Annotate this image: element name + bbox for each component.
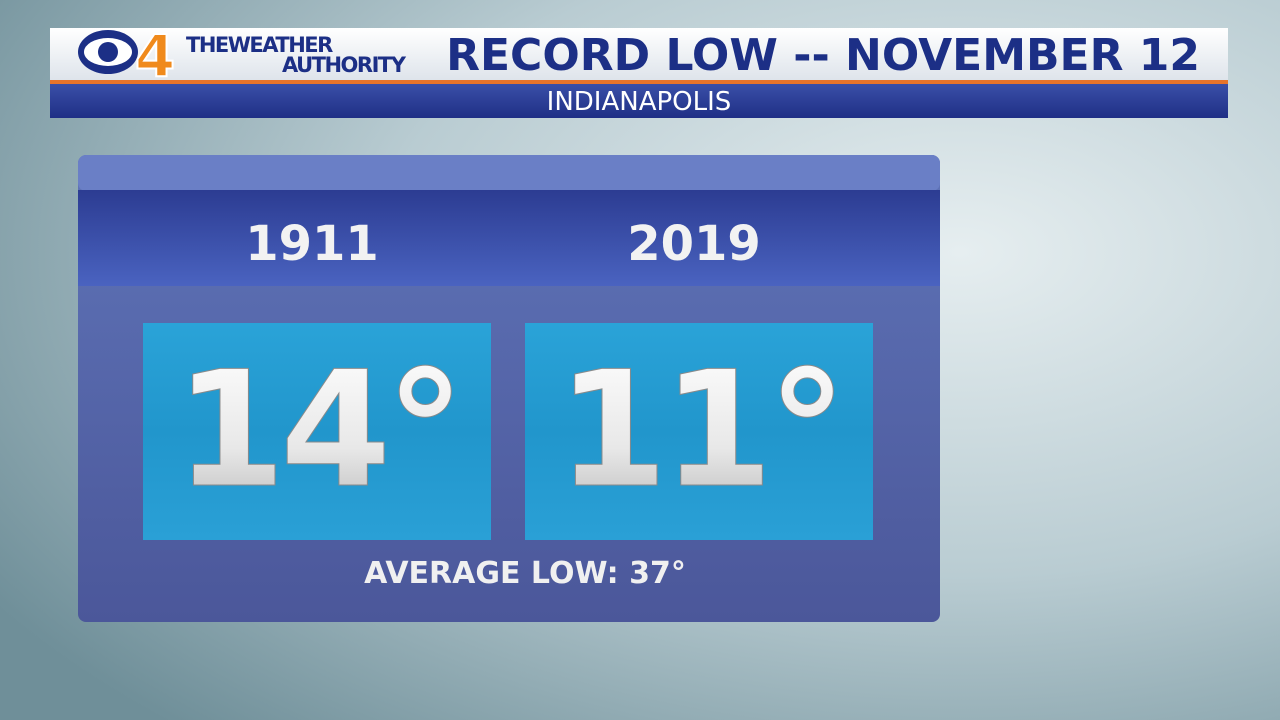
average-low: AVERAGE LOW: 37° xyxy=(364,556,686,591)
record-temperature: 14° xyxy=(175,336,460,523)
record-box xyxy=(525,323,873,540)
record-year: 2019 xyxy=(627,216,761,272)
subtitle-bar xyxy=(50,84,1228,118)
accent-line xyxy=(50,80,1228,84)
title-bar xyxy=(50,28,1228,82)
subtitle: INDIANAPOLIS xyxy=(547,87,732,117)
panel-header xyxy=(78,190,940,286)
title: RECORD LOW -- NOVEMBER 12 xyxy=(446,30,1200,81)
brand-line: THEWEATHER xyxy=(186,33,333,57)
logo-number: 4 xyxy=(135,22,175,90)
panel-top xyxy=(78,155,940,191)
record-year: 1911 xyxy=(245,216,379,272)
record-temperature: 11° xyxy=(557,336,842,523)
record-box xyxy=(143,323,491,540)
brand-line: AUTHORITY xyxy=(282,53,407,77)
records: 1911 14° 2019 11° xyxy=(143,216,873,540)
cbs-eye-pupil xyxy=(98,42,118,62)
